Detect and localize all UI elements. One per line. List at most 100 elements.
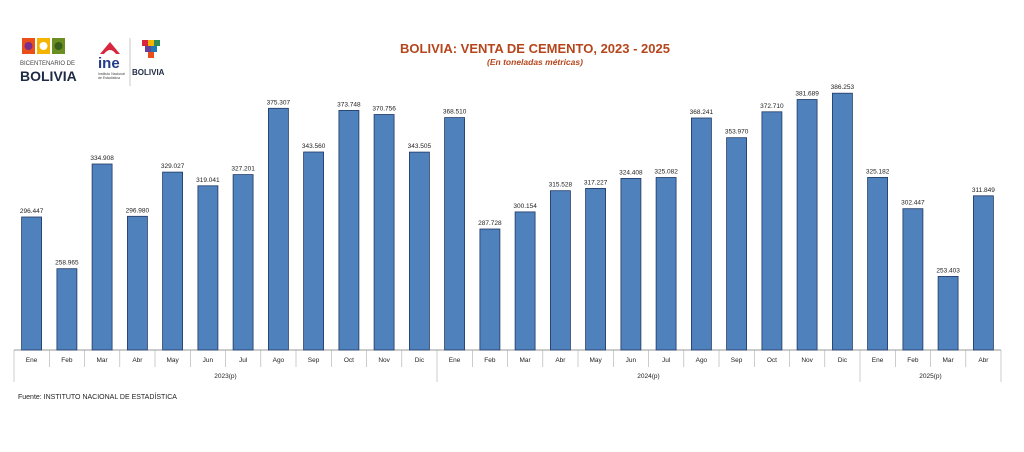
x-tick-label: Mar xyxy=(96,357,108,364)
x-tick-label: Oct xyxy=(344,357,354,364)
bar xyxy=(162,171,184,351)
data-label: 315.528 xyxy=(549,182,573,189)
x-tick-label: Feb xyxy=(484,357,496,364)
data-label: 370.756 xyxy=(372,106,396,113)
data-label: 368.510 xyxy=(443,109,467,116)
x-tick-label: Jun xyxy=(626,357,637,364)
bar xyxy=(373,114,395,351)
data-label: 258.965 xyxy=(55,260,79,267)
bar xyxy=(479,228,501,351)
x-tick-label: May xyxy=(589,357,602,364)
data-label: 324.408 xyxy=(619,169,643,176)
bar xyxy=(973,195,994,351)
source-note: Fuente: INSTITUTO NACIONAL DE ESTADÍSTIC… xyxy=(18,394,177,401)
x-tick-label: Abr xyxy=(132,357,143,364)
x-tick-label: Sep xyxy=(731,357,743,364)
bar xyxy=(408,151,430,351)
bar xyxy=(197,185,219,351)
data-label: 381.689 xyxy=(795,91,819,98)
data-label: 311.849 xyxy=(972,187,995,194)
data-label: 287.728 xyxy=(478,220,502,227)
group-label: 2025(p) xyxy=(919,373,941,380)
data-label: 375.307 xyxy=(267,99,291,106)
x-tick-label: Oct xyxy=(767,357,777,364)
bolivia-seal-icon xyxy=(142,40,160,58)
data-label: 302.447 xyxy=(901,200,925,207)
bar xyxy=(21,216,43,351)
bar xyxy=(585,187,606,351)
x-tick-label: Ene xyxy=(872,357,884,364)
ine-caption: Instituto Nacional de Estadística xyxy=(98,72,125,80)
bolivia-seal-text: BOLIVIA xyxy=(132,68,165,77)
bar xyxy=(550,190,571,351)
x-tick-label: Nov xyxy=(378,357,390,364)
bar xyxy=(91,163,113,351)
x-tick-label: Mar xyxy=(519,357,531,364)
data-label: 368.241 xyxy=(690,109,714,116)
x-tick-label: Ene xyxy=(26,357,38,364)
data-label: 343.505 xyxy=(408,143,432,150)
group-label: 2024(p) xyxy=(637,373,659,380)
chart-title: BOLIVIA: VENTA DE CEMENTO, 2023 - 2025 xyxy=(400,41,670,56)
bicentenario-small-text: BICENTENARIO DE xyxy=(20,61,76,67)
ine-text: ine xyxy=(98,55,120,72)
x-tick-label: Feb xyxy=(61,357,73,364)
data-label: 353.970 xyxy=(725,129,749,136)
data-label: 373.748 xyxy=(337,101,361,108)
ine-logo-icon xyxy=(100,38,131,86)
x-tick-label: May xyxy=(166,357,179,364)
bar xyxy=(338,110,360,351)
bar xyxy=(867,176,888,351)
bar xyxy=(937,275,959,351)
data-label: 296.980 xyxy=(126,207,150,214)
bicentenario-emblem-icon xyxy=(22,38,65,54)
data-label: 386.253 xyxy=(831,84,855,91)
x-tick-label: Dic xyxy=(838,357,848,364)
bar xyxy=(127,215,148,351)
bar xyxy=(902,208,924,351)
x-tick-label: Abr xyxy=(555,357,566,364)
x-tick-label: Ago xyxy=(273,357,285,364)
data-label: 319.041 xyxy=(196,177,220,184)
bar xyxy=(56,268,78,351)
logos-group: BICENTENARIO DE BOLIVIA ine Instituto Na… xyxy=(18,34,178,90)
x-tick-label: Ene xyxy=(449,357,461,364)
x-tick-label: Feb xyxy=(907,357,919,364)
data-label: 327.201 xyxy=(231,166,255,173)
data-label: 317.227 xyxy=(584,179,608,186)
bar xyxy=(267,107,289,351)
bar xyxy=(303,151,325,351)
data-label: 296.447 xyxy=(20,208,44,215)
x-tick-label: Mar xyxy=(942,357,954,364)
bar xyxy=(691,117,712,351)
bar xyxy=(620,177,642,351)
data-label: 372.710 xyxy=(760,103,784,110)
bar xyxy=(726,137,747,351)
data-label: 343.560 xyxy=(302,143,326,150)
bar xyxy=(655,177,677,351)
bar xyxy=(832,92,853,351)
bar xyxy=(796,99,818,351)
x-tick-label: Sep xyxy=(308,357,320,364)
data-label: 325.082 xyxy=(654,169,678,176)
data-label: 334.908 xyxy=(90,155,114,162)
data-label: 325.182 xyxy=(866,168,890,175)
data-label: 253.403 xyxy=(936,267,960,274)
data-label: 329.027 xyxy=(161,163,185,170)
bar xyxy=(514,211,536,351)
bar xyxy=(761,111,783,351)
x-tick-label: Nov xyxy=(801,357,813,364)
group-label: 2023(p) xyxy=(214,373,236,380)
x-tick-label: Dic xyxy=(415,357,425,364)
bar xyxy=(232,174,254,351)
bicentenario-big-text: BOLIVIA xyxy=(20,68,77,84)
x-tick-label: Ago xyxy=(696,357,708,364)
x-tick-label: Abr xyxy=(978,357,989,364)
x-tick-label: Jul xyxy=(239,357,248,364)
x-tick-label: Jul xyxy=(662,357,671,364)
bar xyxy=(444,117,466,351)
x-tick-label: Jun xyxy=(203,357,214,364)
data-label: 300.154 xyxy=(513,203,537,210)
chart-subtitle: (En toneladas métricas) xyxy=(487,57,583,67)
